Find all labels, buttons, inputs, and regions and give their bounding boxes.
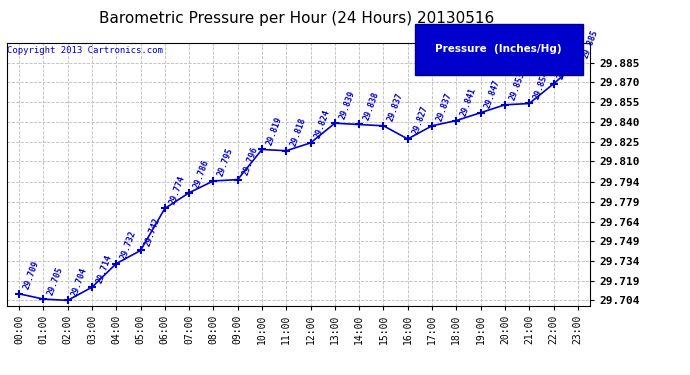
Text: 29.869: 29.869 [556, 50, 575, 81]
Text: 29.885: 29.885 [580, 29, 600, 60]
Text: 29.827: 29.827 [411, 105, 429, 136]
Text: 29.847: 29.847 [484, 79, 502, 110]
Text: 29.841: 29.841 [459, 87, 478, 118]
Text: Copyright 2013 Cartronics.com: Copyright 2013 Cartronics.com [8, 46, 164, 55]
Text: 29.796: 29.796 [241, 146, 259, 177]
Text: 29.824: 29.824 [313, 109, 332, 140]
Text: 29.742: 29.742 [144, 216, 162, 248]
Text: 29.837: 29.837 [435, 92, 453, 123]
Text: 29.853: 29.853 [508, 71, 526, 102]
Text: 29.714: 29.714 [95, 253, 113, 285]
Text: 29.705: 29.705 [46, 265, 65, 296]
Text: Pressure  (Inches/Hg): Pressure (Inches/Hg) [435, 45, 562, 54]
Text: 29.786: 29.786 [192, 159, 210, 190]
Text: 29.839: 29.839 [337, 89, 356, 120]
Text: 29.818: 29.818 [289, 117, 308, 148]
Text: 29.838: 29.838 [362, 90, 381, 122]
Text: 29.774: 29.774 [168, 174, 186, 206]
Text: 29.732: 29.732 [119, 230, 138, 261]
Text: 29.837: 29.837 [386, 92, 405, 123]
Text: 29.819: 29.819 [265, 116, 284, 147]
Text: 29.704: 29.704 [70, 266, 89, 298]
Text: 29.795: 29.795 [216, 147, 235, 178]
Text: 29.854: 29.854 [532, 69, 551, 101]
Text: 29.709: 29.709 [22, 260, 41, 291]
Text: Barometric Pressure per Hour (24 Hours) 20130516: Barometric Pressure per Hour (24 Hours) … [99, 11, 494, 26]
